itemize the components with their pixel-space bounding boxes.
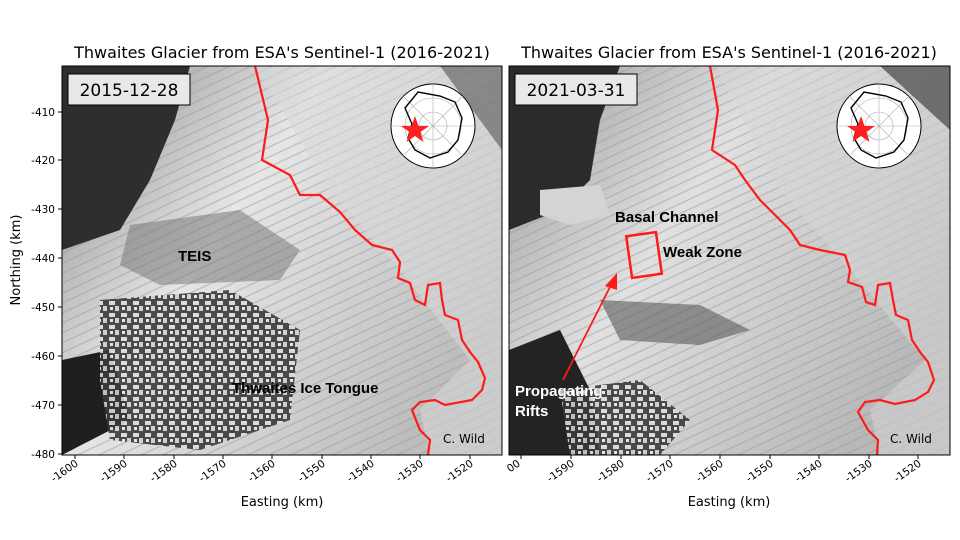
left-credit: C. Wild <box>443 432 485 446</box>
x-tick-label: -1550 <box>296 458 328 485</box>
x-tick-label: -1520 <box>892 458 924 485</box>
left-locator-inset <box>390 83 476 169</box>
y-tick-label: -460 <box>31 351 55 363</box>
right-x-axis: 00 -1590 -1580 -1570 -1560 -1550 -1540 -… <box>505 455 924 485</box>
left-y-axis-label: Northing (km) <box>9 215 24 306</box>
label-propagating: Propagating <box>515 383 603 400</box>
right-location-star-icon <box>847 116 875 142</box>
weak-zone-box <box>624 230 664 280</box>
x-tick-label: -1520 <box>444 458 476 485</box>
left-date-box <box>67 73 191 106</box>
right-locator-inset <box>836 83 922 169</box>
x-tick-label: -1560 <box>246 458 278 485</box>
right-date-box <box>514 73 638 106</box>
y-tick-label: -420 <box>31 155 55 167</box>
right-credit: C. Wild <box>890 432 932 446</box>
label-teis: TEIS <box>178 248 211 265</box>
right-panel: Thwaites Glacier from ESA's Sentinel-1 (… <box>505 43 951 510</box>
x-tick-label: -1540 <box>345 458 377 485</box>
x-tick-label: -1530 <box>843 458 875 485</box>
x-tick-label: -1530 <box>394 458 426 485</box>
x-tick-label: -1540 <box>793 458 825 485</box>
rift-arrowhead-icon <box>605 273 617 290</box>
left-x-axis-label: Easting (km) <box>241 495 324 510</box>
y-tick-label: -480 <box>31 449 55 461</box>
label-weak-zone: Weak Zone <box>663 244 742 261</box>
x-tick-label: -1590 <box>545 458 577 485</box>
y-tick-label: -430 <box>31 204 55 216</box>
x-tick-label: -1560 <box>694 458 726 485</box>
left-plot-frame <box>61 65 503 456</box>
right-satellite-image <box>509 66 950 455</box>
x-tick-label: -1550 <box>744 458 776 485</box>
right-plot-frame <box>508 65 951 456</box>
label-rifts: Rifts <box>515 403 548 420</box>
right-grounding-line <box>708 66 936 455</box>
left-location-star-icon <box>401 116 429 142</box>
x-tick-label: -1570 <box>644 458 676 485</box>
label-basal-channel: Basal Channel <box>615 209 718 226</box>
y-tick-label: -440 <box>31 253 55 265</box>
left-panel: Thwaites Glacier from ESA's Sentinel-1 (… <box>9 43 503 510</box>
left-date-label: 2015-12-28 <box>80 81 179 101</box>
y-tick-label: -470 <box>31 400 55 412</box>
right-x-axis-label: Easting (km) <box>688 495 771 510</box>
right-panel-title: Thwaites Glacier from ESA's Sentinel-1 (… <box>520 43 937 62</box>
left-y-axis: -410 -420 -430 -440 -450 -460 -470 -480 <box>31 107 62 461</box>
left-x-axis: -1600 -1590 -1580 -1570 -1560 -1550 -154… <box>49 455 476 485</box>
label-thwaites-ice-tongue: Thwaites Ice Tongue <box>232 380 378 397</box>
x-tick-label: -1590 <box>98 458 130 485</box>
x-tick-label: -1570 <box>197 458 229 485</box>
x-tick-label: -1580 <box>595 458 627 485</box>
x-tick-label: -1600 <box>49 458 81 485</box>
y-tick-label: -450 <box>31 302 55 314</box>
left-grounding-line <box>253 66 487 455</box>
x-tick-label: 00 <box>505 458 523 476</box>
rift-arrow <box>562 282 613 381</box>
y-tick-label: -410 <box>31 107 55 119</box>
x-tick-label: -1580 <box>148 458 180 485</box>
right-date-label: 2021-03-31 <box>527 81 626 101</box>
left-panel-title: Thwaites Glacier from ESA's Sentinel-1 (… <box>73 43 490 62</box>
